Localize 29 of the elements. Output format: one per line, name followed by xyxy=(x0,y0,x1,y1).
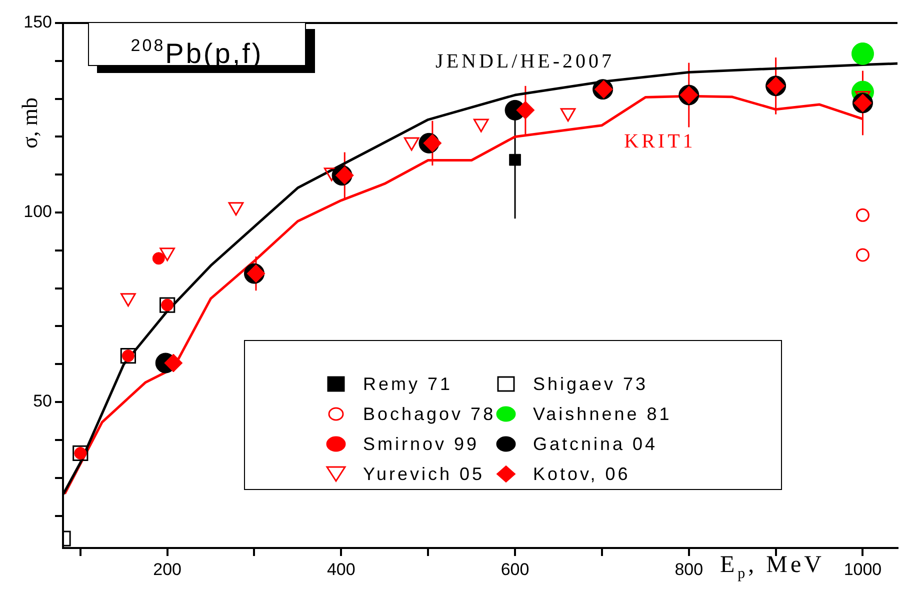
point xyxy=(509,154,521,166)
x-axis-title: E$_{p}$, MeV xyxy=(720,552,824,583)
series-label: KRIT1 xyxy=(624,130,696,153)
point xyxy=(423,134,442,152)
x-tick-label: 1000 xyxy=(844,560,882,579)
legend-label: Kotov, 06 xyxy=(533,464,630,484)
legend-label: Shigaev 73 xyxy=(533,374,648,394)
point xyxy=(152,252,165,265)
y-tick-label: 50 xyxy=(33,392,52,411)
point xyxy=(856,208,870,222)
x-tick-label: 600 xyxy=(500,560,530,579)
legend-label: Vaishnene 81 xyxy=(533,404,672,424)
legend-label: Remy 71 xyxy=(363,374,453,394)
x-tick-label: 400 xyxy=(326,560,356,579)
x-tick-label: 200 xyxy=(153,560,182,579)
point xyxy=(164,354,183,372)
point xyxy=(851,42,874,65)
legend-label: Bochagov 78 xyxy=(363,404,496,424)
legend-label: Gatcnina 04 xyxy=(533,434,658,454)
x-tick-label: 800 xyxy=(674,560,704,579)
y-tick-label: 100 xyxy=(24,202,52,222)
y-tick-label: 150 xyxy=(24,12,52,32)
point xyxy=(516,100,535,120)
point xyxy=(335,166,354,185)
legend-label: Smirnov 99 xyxy=(363,434,480,454)
series-label: JENDL/HE-2007 xyxy=(436,50,615,72)
legend-label: Yurevich 05 xyxy=(363,464,485,484)
point xyxy=(856,248,870,262)
y-axis-title: σ, mb xyxy=(17,96,43,150)
